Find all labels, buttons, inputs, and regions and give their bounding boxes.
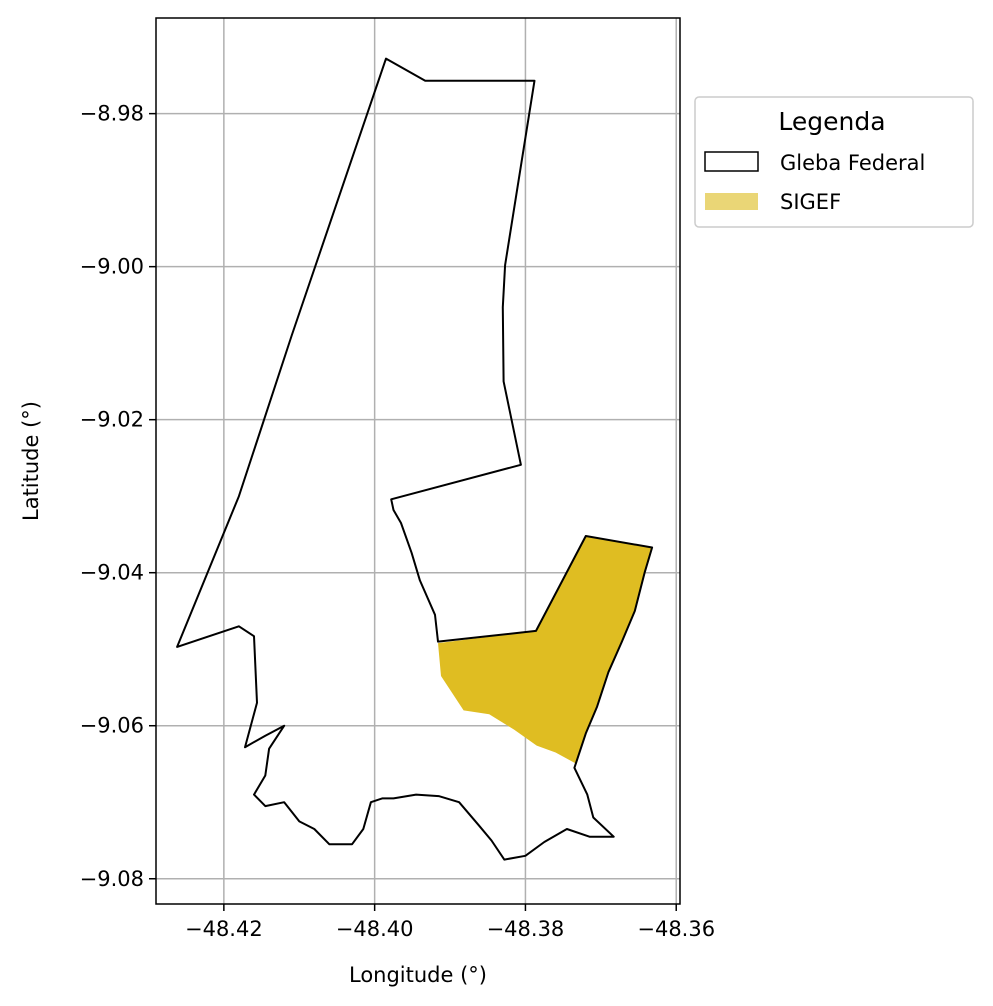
y-axis-label: Latitude (°) <box>19 401 43 521</box>
x-tick-label: −48.42 <box>185 917 263 941</box>
plot-data <box>176 57 654 861</box>
legend-frame <box>694 96 974 228</box>
legend-label-gleba-federal: Gleba Federal <box>780 151 925 175</box>
y-tick-label: −9.06 <box>80 714 144 738</box>
grid-lines <box>156 18 680 904</box>
legend: Legenda Gleba Federal SIGEF <box>694 96 974 228</box>
y-tick-label: −9.04 <box>80 561 144 585</box>
legend-swatch-sigef <box>705 193 758 210</box>
legend-title: Legenda <box>778 107 885 136</box>
x-tick-label: −48.38 <box>487 917 565 941</box>
legend-swatch-gleba-federal <box>704 151 759 172</box>
y-tick-label: −9.00 <box>80 255 144 279</box>
x-axis-label: Longitude (°) <box>349 963 487 987</box>
y-tick-label: −8.98 <box>80 102 144 126</box>
plot-frame <box>155 17 681 905</box>
series-polygon-sigef <box>438 536 653 764</box>
x-tick-label: −48.40 <box>336 917 414 941</box>
series-polygon-gleba-federal <box>176 57 654 861</box>
axis-ticks: −48.42 −48.40 −48.38 −48.36 −8.98 −9.00 −9.02 −… <box>80 102 715 941</box>
y-tick-label: −9.08 <box>80 867 144 891</box>
y-tick-label: −9.02 <box>80 408 144 432</box>
x-tick-label: −48.36 <box>637 917 715 941</box>
legend-label-sigef: SIGEF <box>780 190 841 214</box>
